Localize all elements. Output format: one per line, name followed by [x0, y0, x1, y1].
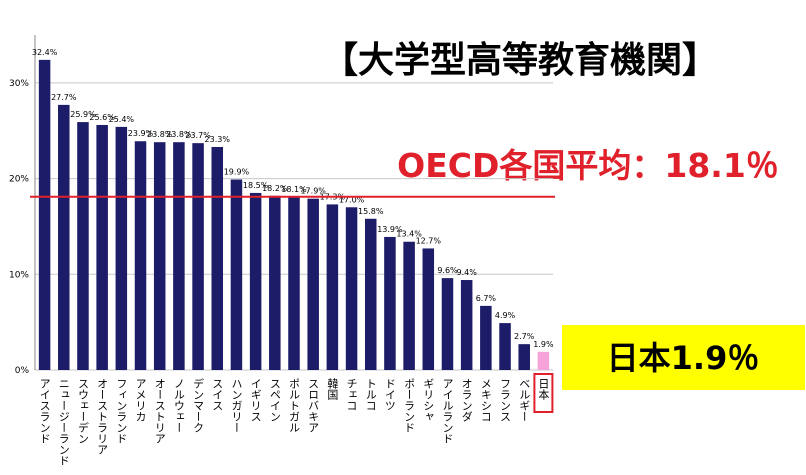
value-label: 4.9% [495, 311, 516, 320]
highlight-box [562, 325, 805, 390]
bar [537, 351, 550, 370]
value-label: 23.8% [166, 130, 192, 139]
y-tick-label: 20% [9, 175, 29, 185]
bar [326, 204, 339, 370]
value-label: 15.8% [358, 207, 384, 216]
value-label: 1.9% [533, 340, 554, 349]
bar [38, 59, 51, 371]
x-tick-label: チェコ [345, 378, 358, 411]
value-label: 27.7% [51, 93, 77, 102]
x-tick-label: ギリシャ [422, 378, 435, 422]
x-tick-label: スペイン [268, 378, 281, 422]
x-tick-label: 日本 [537, 378, 550, 401]
x-tick-label: ベルギー [518, 378, 531, 422]
value-label: 32.4% [32, 48, 58, 57]
bar [230, 179, 243, 370]
x-tick-label: ハンガリー [230, 378, 243, 433]
bar [499, 323, 511, 370]
value-label: 23.9% [128, 129, 154, 138]
x-tick-label: スイス [211, 378, 224, 411]
x-tick-label: ポーランド [403, 378, 416, 433]
reference-label: OECD各国平均：18.1％ [397, 146, 779, 185]
bar [211, 146, 224, 370]
x-tick-label: デンマーク [192, 377, 205, 433]
value-label: 9.4% [457, 268, 478, 277]
bar [115, 126, 128, 370]
x-tick-label: アイルランド [441, 378, 454, 444]
annotation-title: 【大学型高等教育機関】 [322, 39, 718, 81]
bar [422, 248, 435, 370]
value-label: 9.6% [437, 266, 458, 275]
value-label: 2.7% [514, 332, 535, 341]
bar [403, 241, 415, 370]
x-tick-label: アメリカ [134, 378, 147, 422]
x-tick-label: トルコ [364, 378, 377, 411]
bar [153, 142, 166, 370]
highlight-label: 日本1.9％ [607, 339, 760, 377]
x-tick-label: オーストラリア [96, 378, 109, 455]
x-tick-label: メキシコ [479, 378, 492, 422]
x-tick-label: スウェーデン [76, 378, 89, 444]
value-label: 25.6% [89, 113, 115, 122]
value-label: 23.3% [205, 135, 231, 144]
value-label: 17.0% [339, 195, 365, 204]
bar [441, 278, 454, 370]
bar [364, 218, 377, 370]
value-label: 13.9% [377, 225, 403, 234]
bar [77, 122, 89, 370]
bar [307, 198, 319, 370]
bar [173, 142, 185, 370]
value-label: 25.4% [109, 115, 135, 124]
bar [192, 143, 204, 370]
bar [249, 192, 262, 370]
x-tick-label: スロバキア [307, 378, 320, 433]
x-tick-label: オランダ [460, 378, 473, 422]
value-label: 18.5% [243, 181, 269, 190]
bar [480, 305, 492, 370]
bar [288, 196, 300, 370]
bar [384, 236, 396, 370]
bar [58, 104, 70, 370]
x-tick-label: イギリス [249, 378, 262, 422]
x-tick-label: フィンランド [115, 378, 128, 444]
value-label: 23.8% [147, 130, 173, 139]
x-tick-label: 韓国 [326, 378, 339, 401]
x-tick-label: ポルトガル [288, 378, 301, 433]
y-tick-label: 30% [9, 79, 29, 89]
y-tick-label: 10% [9, 270, 29, 280]
bar [134, 141, 147, 370]
x-tick-label: ノルウェー [172, 378, 185, 433]
value-label: 18.2% [262, 184, 288, 193]
x-tick-label: オーストリア [153, 378, 166, 444]
x-tick-label: ニュージーランド [57, 378, 70, 466]
highlight-frame [533, 373, 554, 413]
value-label: 13.4% [396, 230, 422, 239]
value-label: 6.7% [476, 294, 497, 303]
value-label: 12.7% [416, 236, 442, 245]
bar [460, 280, 473, 370]
value-label: 19.9% [224, 168, 250, 177]
y-tick-label: 0% [15, 366, 30, 376]
value-label: 17.9% [300, 187, 326, 196]
bar [345, 207, 358, 370]
value-label: 23.7% [185, 131, 211, 140]
x-tick-label: フランス [499, 378, 512, 422]
value-label: 25.9% [70, 110, 96, 119]
x-tick-label: ドイツ [383, 378, 396, 411]
bar [518, 344, 530, 370]
bar [96, 124, 108, 370]
x-tick-label: アイスランド [38, 378, 51, 444]
value-label: 18.1% [281, 185, 307, 194]
bar [269, 195, 281, 370]
